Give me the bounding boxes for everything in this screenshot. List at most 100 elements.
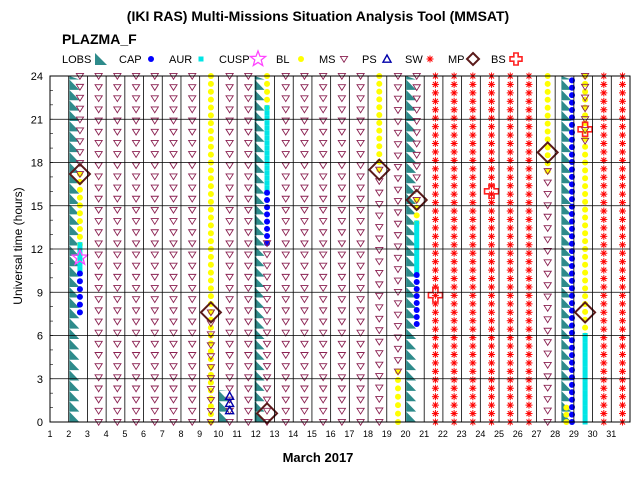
lobs-mark (406, 370, 417, 381)
sw-mark (469, 97, 477, 105)
lobs-mark (406, 328, 417, 339)
ms-mark (94, 285, 104, 293)
lobs-mark (254, 152, 265, 163)
lobs-mark (406, 390, 417, 402)
ms-mark (150, 206, 160, 215)
ms-mark (262, 385, 272, 393)
ms-mark (112, 106, 122, 114)
bl-mark (582, 324, 589, 331)
ms-mark (225, 296, 235, 304)
ms-mark (94, 95, 104, 103)
cap-mark (76, 309, 83, 316)
ms-mark (262, 351, 272, 360)
bl-mark (582, 253, 589, 260)
sw-mark (488, 148, 496, 156)
lobs-mark (406, 131, 417, 142)
ms-mark (337, 95, 347, 103)
sw-mark (488, 393, 496, 401)
ms-mark (393, 118, 403, 126)
ms-mark (393, 186, 403, 194)
ms-mark (543, 270, 553, 278)
sw-mark (450, 199, 458, 207)
ms-mark (131, 285, 141, 293)
lobs-mark (406, 100, 417, 111)
lobs-mark (406, 204, 417, 215)
ms-mark (356, 95, 365, 103)
lobs-mark (561, 380, 572, 391)
sw-mark (600, 300, 608, 308)
ms-mark (356, 128, 365, 136)
ms-mark (580, 83, 590, 91)
ms-mark (225, 117, 235, 125)
sw-mark (619, 384, 627, 392)
lobs-mark (561, 307, 572, 319)
sw-mark (450, 232, 458, 240)
ms-mark (112, 195, 122, 203)
aur-mark (414, 229, 420, 235)
lobs-mark (406, 380, 417, 391)
sw-mark (469, 291, 477, 299)
bl-mark (544, 96, 551, 103)
ms-mark (318, 240, 328, 248)
sw-mark (506, 283, 514, 291)
sw-mark (450, 266, 458, 274)
lobs-mark (254, 193, 265, 205)
ms-mark (281, 173, 291, 181)
ms-mark (337, 184, 347, 192)
legend-label-bs: BS (491, 54, 506, 66)
sw-mark (488, 241, 496, 249)
cusp-mark (70, 247, 90, 266)
sw-mark (600, 376, 608, 384)
bl-mark (544, 144, 551, 151)
lobs-mark (406, 255, 417, 267)
bl-mark (544, 112, 551, 119)
bl-mark (544, 120, 551, 127)
ms-mark (169, 184, 178, 192)
lobs-mark (69, 390, 80, 402)
ms-mark (225, 374, 235, 382)
sw-mark (450, 410, 458, 418)
aur-mark (582, 361, 588, 367)
ms-mark (356, 407, 365, 415)
lobs-mark (406, 152, 417, 163)
ms-mark (318, 184, 328, 192)
ms-mark (374, 212, 384, 220)
ms-mark (94, 117, 104, 125)
ms-mark (169, 251, 178, 259)
bl-mark (582, 285, 589, 292)
ms-mark (318, 318, 328, 326)
sw-mark (619, 275, 627, 283)
sw-mark (619, 148, 627, 156)
ms-mark (318, 206, 328, 215)
lobs-mark (561, 349, 572, 360)
bl-mark (207, 395, 214, 402)
ms-mark (206, 386, 216, 394)
lobs-mark (254, 141, 265, 153)
x-tick-label: 1 (47, 429, 52, 439)
sw-mark (506, 393, 514, 401)
ms-mark (131, 117, 141, 125)
sw-mark (600, 173, 608, 181)
ms-mark (281, 184, 291, 192)
bl-mark (264, 88, 271, 95)
lobs-mark (254, 224, 265, 236)
ms-mark (337, 195, 347, 203)
sw-mark (431, 376, 439, 384)
ms-mark (393, 84, 403, 92)
sw-mark (488, 283, 496, 291)
lobs-mark (254, 359, 265, 371)
ms-mark (356, 307, 365, 315)
ms-mark (300, 95, 309, 103)
sw-mark (431, 367, 439, 375)
sw-mark (469, 393, 477, 401)
mp-legend-icon (465, 51, 481, 67)
sw-mark (469, 283, 477, 291)
ms-mark (543, 305, 553, 313)
bl-mark (544, 128, 551, 135)
bl-mark (207, 104, 214, 111)
bl-mark (376, 135, 383, 142)
lobs-mark (254, 100, 265, 111)
sw-mark (506, 317, 514, 325)
sw-mark (506, 266, 514, 274)
y-tick-label: 0 (37, 417, 43, 429)
